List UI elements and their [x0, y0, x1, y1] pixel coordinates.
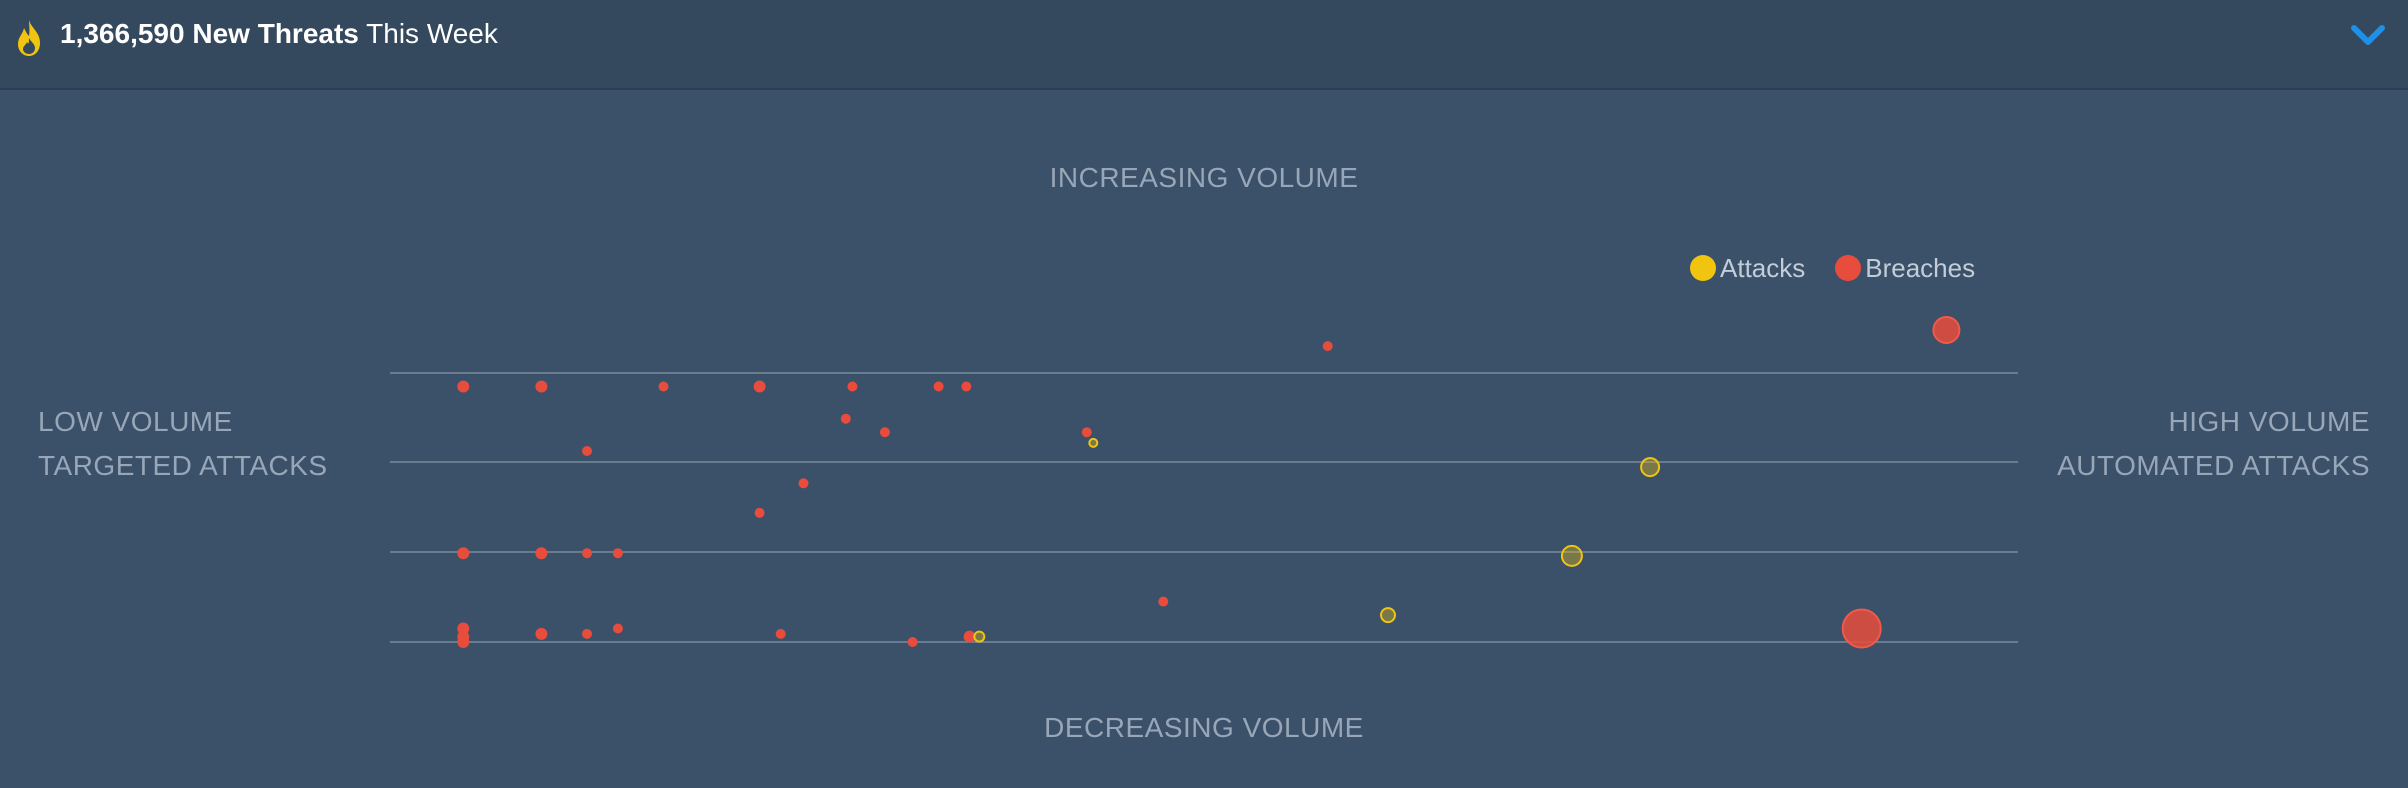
breache-point-24[interactable]: [535, 627, 548, 640]
breache-point-16[interactable]: [535, 547, 548, 560]
legend-item-breaches[interactable]: Breaches: [1835, 253, 1975, 284]
breache-point-25[interactable]: [582, 628, 592, 639]
axis-label-left: LOW VOLUME TARGETED ATTACKS: [38, 400, 328, 488]
attack-point-4[interactable]: [973, 630, 986, 643]
breache-point-6[interactable]: [961, 381, 972, 392]
breache-point-26[interactable]: [612, 623, 623, 634]
breache-point-28[interactable]: [907, 637, 918, 647]
axis-label-left-line2: TARGETED ATTACKS: [38, 450, 328, 481]
legend-swatch-attacks: [1690, 255, 1716, 281]
attack-point-3[interactable]: [1380, 607, 1396, 624]
breache-point-4[interactable]: [847, 381, 858, 392]
threats-header: 1,366,590 New Threats This Week: [0, 0, 2408, 90]
breache-point-5[interactable]: [933, 381, 944, 392]
breache-point-29[interactable]: [963, 630, 976, 643]
axis-label-left-line1: LOW VOLUME: [38, 406, 233, 437]
breache-point-11[interactable]: [1081, 427, 1092, 438]
attack-point-1[interactable]: [1640, 457, 1661, 478]
breache-point-3[interactable]: [753, 380, 766, 393]
axis-label-right-line2: AUTOMATED ATTACKS: [2057, 450, 2370, 481]
breache-point-13[interactable]: [798, 478, 809, 489]
breache-point-7[interactable]: [1322, 341, 1333, 352]
breache-point-10[interactable]: [879, 427, 890, 438]
threats-title: 1,366,590 New Threats This Week: [60, 0, 498, 68]
breache-point-19[interactable]: [1158, 596, 1169, 607]
axis-label-bottom: DECREASING VOLUME: [1044, 712, 1364, 743]
breache-point-9[interactable]: [840, 413, 851, 424]
attack-point-0[interactable]: [1088, 437, 1099, 448]
axis-label-right-line1: HIGH VOLUME: [2168, 406, 2370, 437]
axis-label-top: INCREASING VOLUME: [1049, 162, 1359, 193]
breache-point-23[interactable]: [457, 636, 470, 648]
threat-label-bold: New Threats: [192, 18, 359, 49]
breache-point-18[interactable]: [612, 548, 623, 559]
breache-point-14[interactable]: [754, 507, 765, 518]
breache-point-8[interactable]: [1932, 316, 1961, 344]
chevron-down-icon[interactable]: [2348, 20, 2388, 50]
legend-label-breaches: Breaches: [1865, 252, 1976, 283]
breache-point-20[interactable]: [1841, 608, 1882, 649]
breache-point-0[interactable]: [457, 380, 470, 393]
breache-point-17[interactable]: [582, 548, 592, 559]
breache-point-15[interactable]: [457, 547, 470, 560]
legend-swatch-breaches: [1835, 255, 1862, 281]
threat-label-period: This Week: [366, 18, 498, 49]
flame-icon: [18, 20, 40, 56]
axis-label-right: HIGH VOLUME AUTOMATED ATTACKS: [2057, 400, 2370, 488]
threat-count: 1,366,590: [60, 18, 185, 49]
legend-label-attacks: Attacks: [1720, 252, 1806, 283]
breache-point-2[interactable]: [658, 381, 669, 392]
chart-legend: Attacks Breaches: [1690, 250, 2005, 286]
breache-point-27[interactable]: [775, 628, 786, 639]
breache-point-12[interactable]: [582, 446, 592, 456]
breache-point-1[interactable]: [535, 380, 548, 393]
attack-point-2[interactable]: [1560, 544, 1583, 567]
legend-item-attacks[interactable]: Attacks: [1690, 253, 1805, 284]
